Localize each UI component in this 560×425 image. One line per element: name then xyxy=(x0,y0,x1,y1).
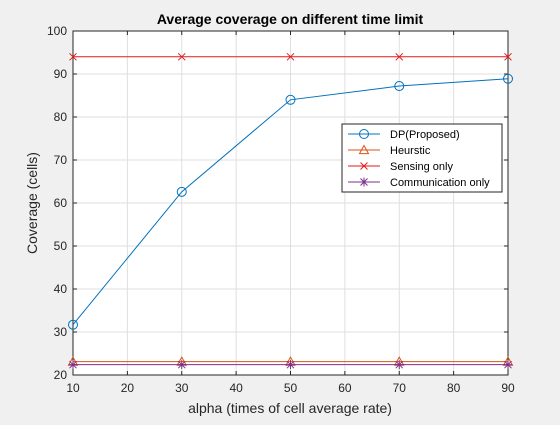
data-point xyxy=(503,360,513,370)
data-point xyxy=(503,73,513,84)
y-tick-label: 20 xyxy=(54,368,68,382)
series-layer xyxy=(67,52,514,370)
data-point xyxy=(395,52,404,61)
y-tick-label: 100 xyxy=(47,24,67,38)
data-point xyxy=(286,52,295,61)
legend: DP(Proposed) Heurstic Sensing only Communic… xyxy=(341,123,503,193)
legend-item: Communication only xyxy=(348,177,490,189)
legend-label: Heurstic xyxy=(390,145,431,157)
x-tick-label: 30 xyxy=(175,381,189,395)
data-point xyxy=(68,319,78,330)
x-tick-label: 70 xyxy=(393,381,407,395)
series-line xyxy=(72,78,509,326)
x-axis-label: alpha (times of cell average rate) xyxy=(188,400,392,416)
series-3 xyxy=(68,360,513,370)
series-0 xyxy=(68,73,513,330)
y-axis-label: Coverage (cells) xyxy=(24,152,40,254)
y-tick-label: 50 xyxy=(54,239,68,253)
data-point xyxy=(177,52,186,61)
legend-label: Sensing only xyxy=(390,161,453,173)
legend-marker xyxy=(359,177,369,187)
data-point xyxy=(504,52,512,61)
legend-marker xyxy=(360,162,368,170)
data-point xyxy=(69,52,77,61)
legend-label: DP(Proposed) xyxy=(390,129,460,141)
y-tick-label: 90 xyxy=(54,67,68,81)
series-2 xyxy=(69,52,512,61)
y-tick-label: 70 xyxy=(54,153,68,167)
y-tick-label: 60 xyxy=(54,196,68,210)
data-point xyxy=(285,94,296,105)
x-tick-label: 80 xyxy=(447,381,461,395)
data-point xyxy=(394,81,405,92)
legend-marker xyxy=(358,144,370,155)
data-point xyxy=(68,360,78,370)
legend-label: Communication only xyxy=(390,177,490,189)
legend-item: DP(Proposed) xyxy=(348,129,460,141)
y-tick-label: 40 xyxy=(54,282,68,296)
x-tick-label: 60 xyxy=(338,381,352,395)
x-tick-label: 10 xyxy=(66,381,80,395)
x-tick-label: 90 xyxy=(501,381,515,395)
x-tick-label: 40 xyxy=(229,381,243,395)
x-tick-label: 50 xyxy=(284,381,298,395)
chart-title: Average coverage on different time limit xyxy=(157,11,424,27)
legend-marker xyxy=(359,129,369,139)
legend-item: Sensing only xyxy=(348,161,453,173)
legend-item: Heurstic xyxy=(348,144,431,157)
data-point xyxy=(176,186,187,197)
data-point xyxy=(177,360,187,370)
y-tick-label: 80 xyxy=(54,110,68,124)
data-point xyxy=(394,360,404,370)
y-tick-label: 30 xyxy=(54,325,68,339)
x-tick-label: 20 xyxy=(121,381,135,395)
data-point xyxy=(286,360,295,370)
